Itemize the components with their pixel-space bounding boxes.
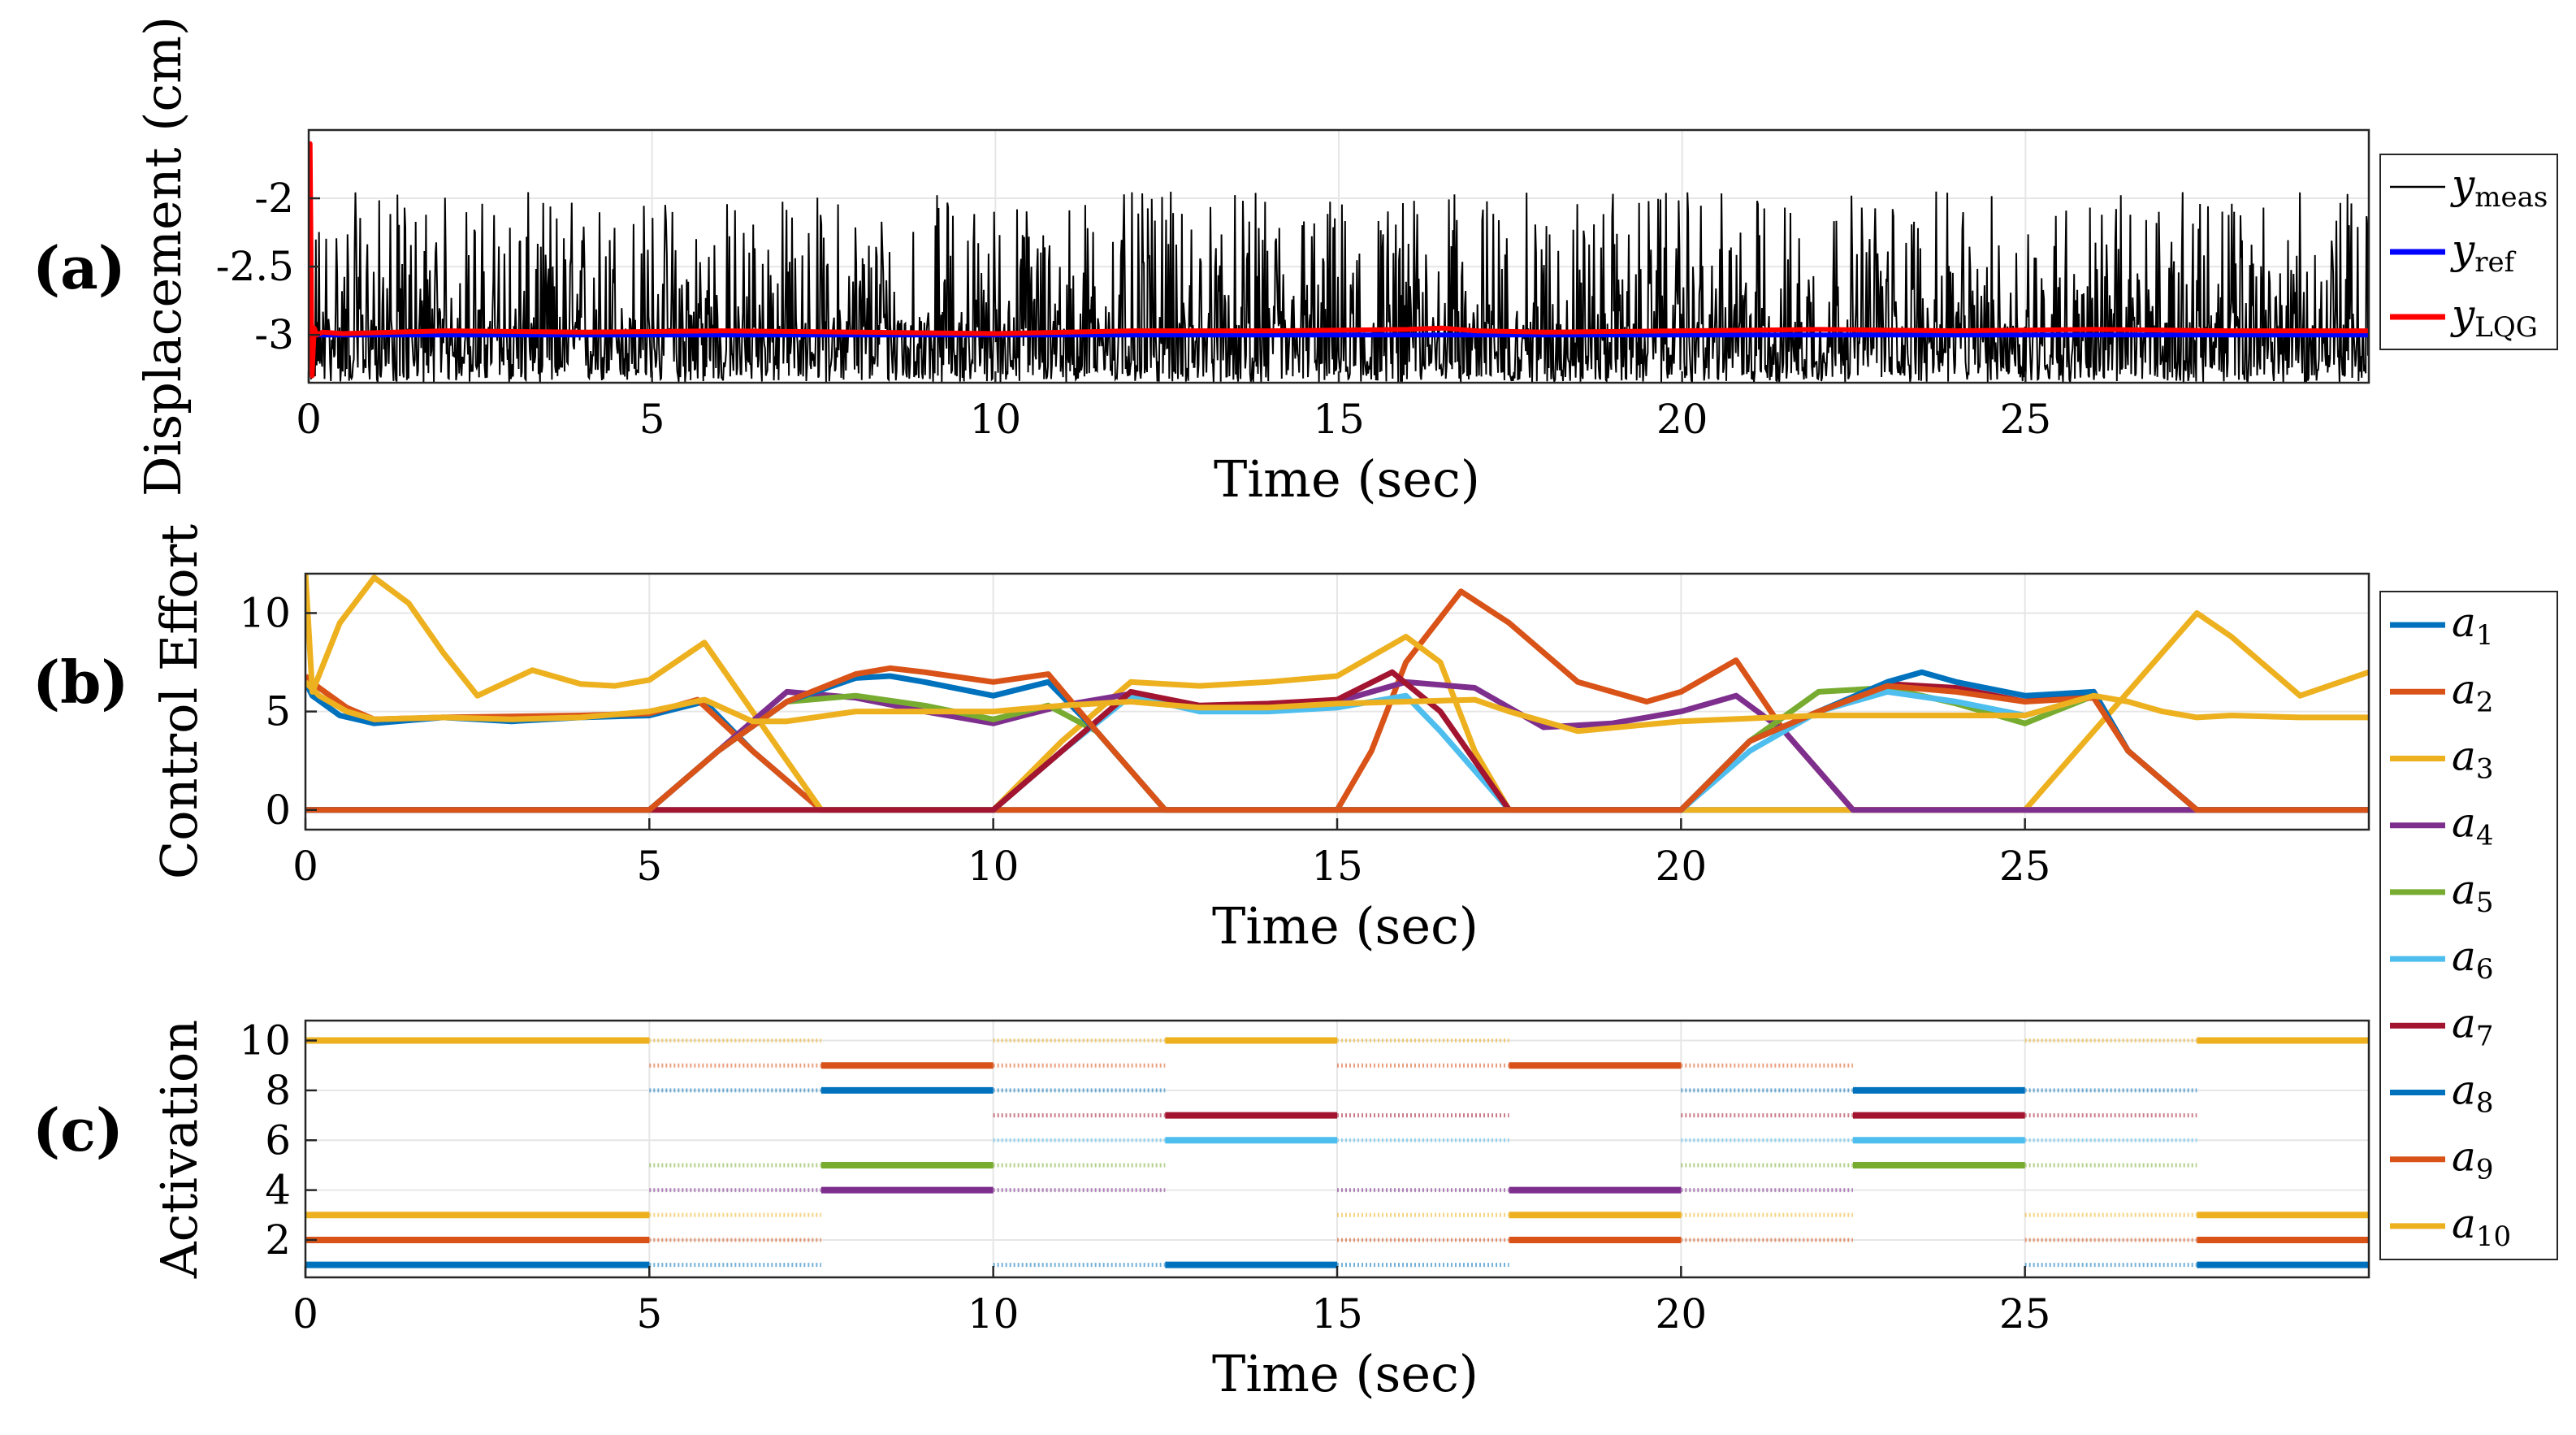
legend-entry: a2 [2452, 665, 2493, 718]
y-tick-label: 2 [265, 1216, 291, 1264]
series-y-LQG [309, 141, 2369, 379]
legend-entry: a1 [2452, 599, 2493, 652]
series-a-3 [305, 574, 2369, 813]
y-tick-label: -2.5 [216, 243, 294, 290]
panel-label: (a) [32, 233, 126, 302]
y-tick-label: 10 [239, 1017, 291, 1064]
legend-entry: a4 [2452, 800, 2493, 852]
series-a-7 [305, 669, 2369, 813]
panel-label: (c) [32, 1095, 123, 1164]
series-a-9 [305, 665, 2369, 813]
x-tick-label: 10 [970, 396, 1022, 443]
x-tick-label: 5 [636, 1290, 662, 1337]
panel-a: (a) 0 5 10 15 20 25 -2 -2.5 -3 Time (sec) Displacem… [32, 16, 2558, 509]
y-tick-label: -3 [254, 311, 294, 358]
x-tick-label: 5 [636, 843, 662, 890]
x-tick-label: 25 [2000, 396, 2052, 443]
legend-entry: a7 [2452, 999, 2493, 1052]
x-tick-label: 5 [639, 396, 665, 443]
y-tick-label: 0 [265, 787, 291, 834]
y-axis-label: Displacement (cm) [133, 16, 193, 496]
plot-area [305, 574, 2369, 813]
x-tick-label: 10 [968, 1290, 1020, 1337]
y-tick-label: 5 [265, 688, 291, 735]
panel-label: (b) [32, 648, 128, 717]
x-tick-label: 10 [968, 843, 1020, 890]
y-tick-label: 8 [265, 1067, 291, 1114]
x-axis-label: Time (sec) [1212, 896, 1478, 956]
legend: a1 a2 a3 a4 a5 a6 a7 a8 a9 a10 [2379, 591, 2558, 1260]
y-tick-label: 10 [239, 589, 291, 636]
legend-entry: a3 [2452, 733, 2493, 786]
legend-entry: a5 [2452, 866, 2493, 919]
legend-entry: a9 [2452, 1134, 2493, 1186]
legend-entry: yref [2450, 226, 2517, 279]
x-tick-label: 0 [292, 843, 318, 890]
x-axis-label: Time (sec) [1212, 1344, 1478, 1403]
x-tick-label: 15 [1311, 843, 1363, 890]
legend-entry: a6 [2452, 933, 2493, 986]
legend: ymeas yref yLQG [2379, 154, 2558, 350]
y-axis-label: Control Effort [149, 524, 209, 879]
plot-area [309, 141, 2369, 383]
legend-entry: a8 [2452, 1067, 2493, 1120]
x-tick-label: 25 [1999, 1290, 2051, 1337]
x-tick-label: 25 [1999, 843, 2051, 890]
x-tick-label: 0 [292, 1290, 318, 1337]
plot-area [305, 1037, 2369, 1268]
legend-box [2379, 591, 2558, 1260]
panel-b: (b) 0 5 10 15 20 25 0 5 10 Time (sec) Control Effor… [32, 524, 2558, 1260]
x-axis-label: Time (sec) [1214, 449, 1480, 509]
y-axis-label: Activation [149, 1020, 209, 1279]
legend-entry: yLQG [2450, 291, 2538, 344]
x-tick-label: 20 [1656, 396, 1708, 443]
x-tick-label: 15 [1311, 1290, 1363, 1337]
legend-entry: ymeas [2450, 161, 2548, 214]
x-tick-label: 20 [1656, 843, 1708, 890]
series-a-10 [305, 679, 2369, 735]
x-tick-label: 0 [296, 396, 322, 443]
series-y-meas [309, 191, 2369, 383]
y-tick-label: 6 [265, 1116, 291, 1164]
legend-entry: a10 [2452, 1200, 2511, 1253]
x-tick-label: 20 [1656, 1290, 1708, 1337]
y-tick-label: -2 [254, 175, 294, 222]
x-tick-label: 15 [1313, 396, 1365, 443]
y-tick-label: 4 [265, 1167, 291, 1214]
